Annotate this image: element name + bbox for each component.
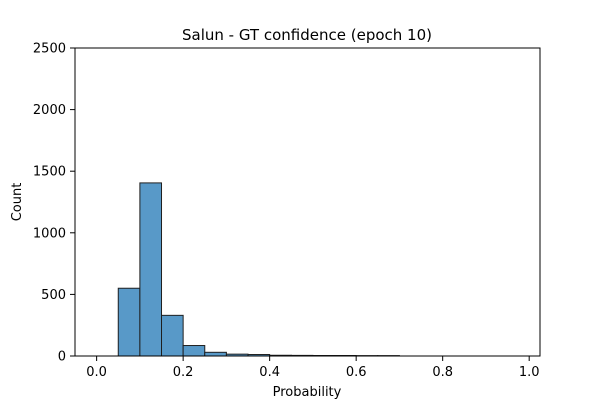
- x-tick-label: 0.4: [259, 365, 280, 380]
- y-tick-label: 0: [58, 350, 66, 365]
- histogram-bar-2: [161, 314, 184, 357]
- plot-frame: [74, 47, 541, 357]
- y-axis: 0 500 1000 1500 2000 2500: [33, 42, 75, 365]
- x-axis-label: Probability: [273, 385, 342, 400]
- y-tick-label: 2000: [33, 103, 66, 118]
- chart-title: Salun - GT confidence (epoch 10): [182, 26, 432, 44]
- histogram-bar-3: [182, 345, 206, 357]
- y-tick-label: 1500: [33, 165, 66, 180]
- histogram-bar-0: [117, 287, 141, 357]
- x-tick-label: 0.0: [86, 365, 107, 380]
- histogram-bar-4: [204, 351, 227, 357]
- x-tick-label: 1.0: [519, 365, 540, 380]
- bars-group: [117, 182, 400, 357]
- y-axis-label: Count: [10, 183, 25, 222]
- x-tick-label: 0.2: [173, 365, 194, 380]
- histogram-bar-1: [139, 182, 163, 357]
- y-tick-label: 500: [41, 288, 66, 303]
- y-tick-label: 1000: [33, 226, 66, 241]
- x-axis: 0.0 0.2 0.4 0.6 0.8 1.0: [86, 356, 540, 380]
- x-tick-label: 0.6: [346, 365, 367, 380]
- x-tick-label: 0.8: [432, 365, 453, 380]
- y-tick-label: 2500: [33, 42, 66, 57]
